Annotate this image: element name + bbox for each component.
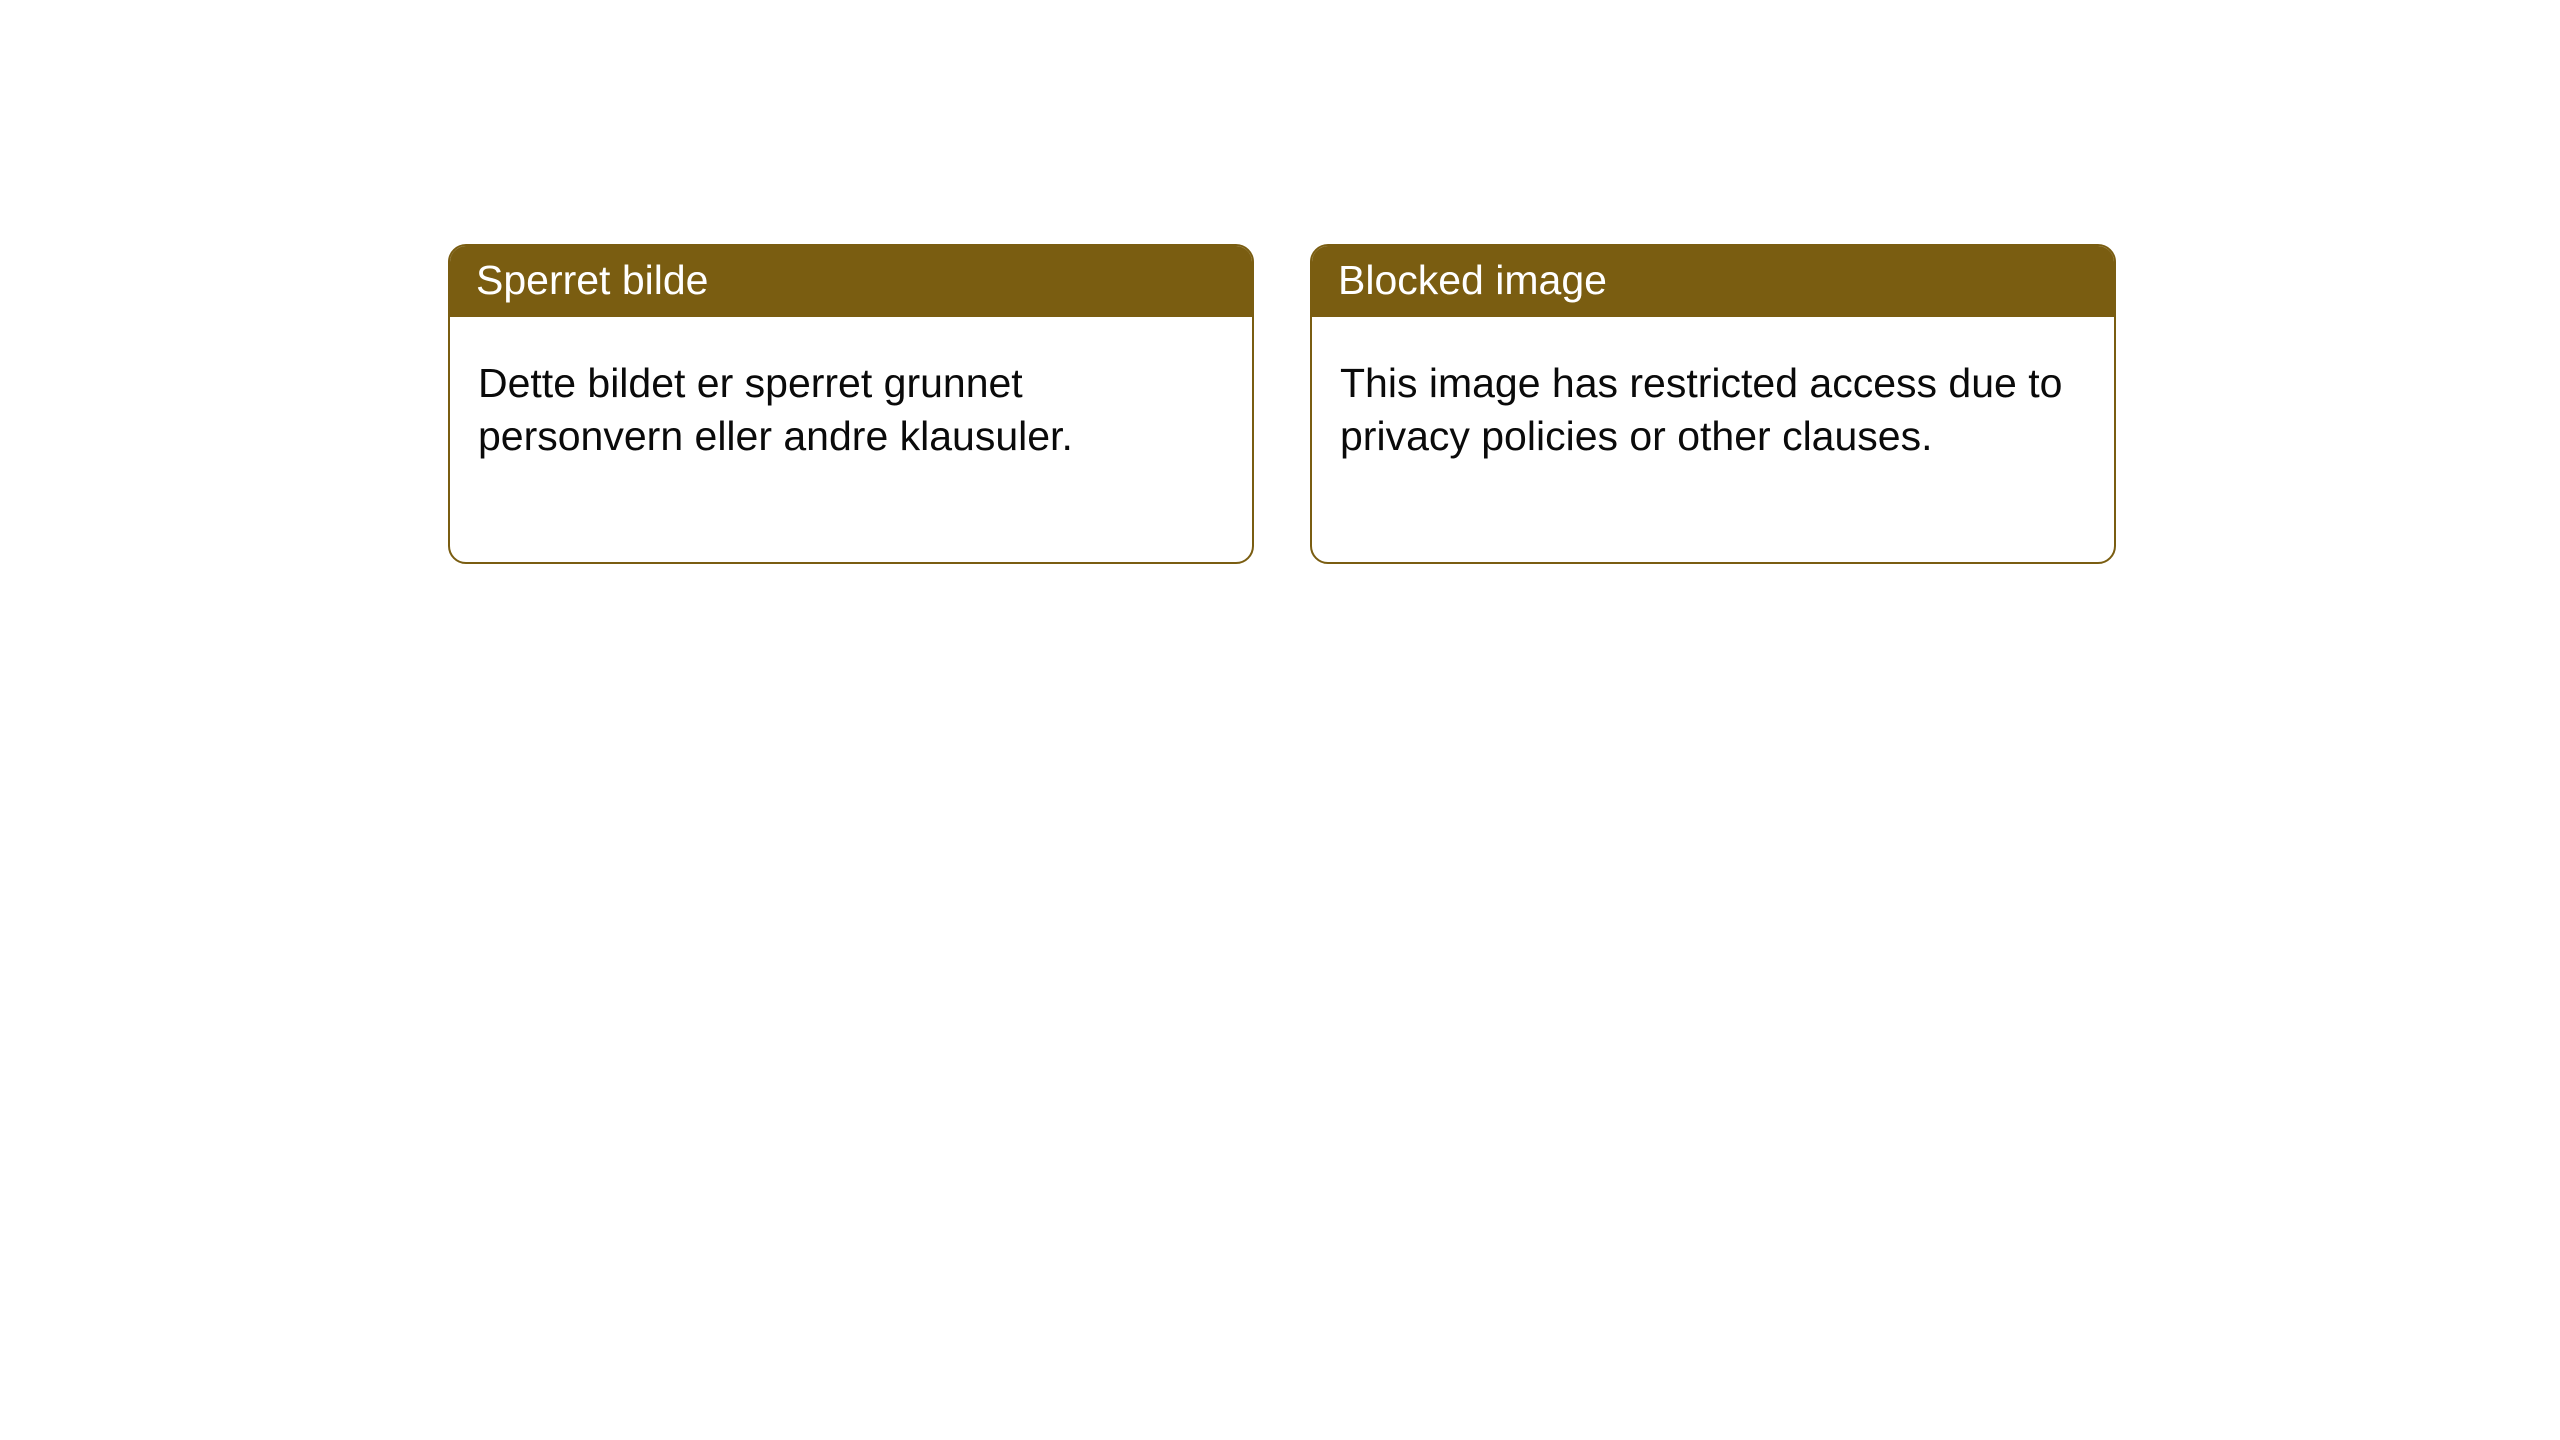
- card-title: Sperret bilde: [476, 257, 708, 303]
- card-header: Blocked image: [1312, 246, 2114, 317]
- card-body: This image has restricted access due to …: [1312, 317, 2114, 562]
- card-title: Blocked image: [1338, 257, 1607, 303]
- card-body-text: This image has restricted access due to …: [1340, 360, 2062, 458]
- notice-container: Sperret bilde Dette bildet er sperret gr…: [0, 0, 2560, 564]
- card-body-text: Dette bildet er sperret grunnet personve…: [478, 360, 1073, 458]
- card-body: Dette bildet er sperret grunnet personve…: [450, 317, 1252, 562]
- blocked-image-card-no: Sperret bilde Dette bildet er sperret gr…: [448, 244, 1254, 564]
- blocked-image-card-en: Blocked image This image has restricted …: [1310, 244, 2116, 564]
- card-header: Sperret bilde: [450, 246, 1252, 317]
